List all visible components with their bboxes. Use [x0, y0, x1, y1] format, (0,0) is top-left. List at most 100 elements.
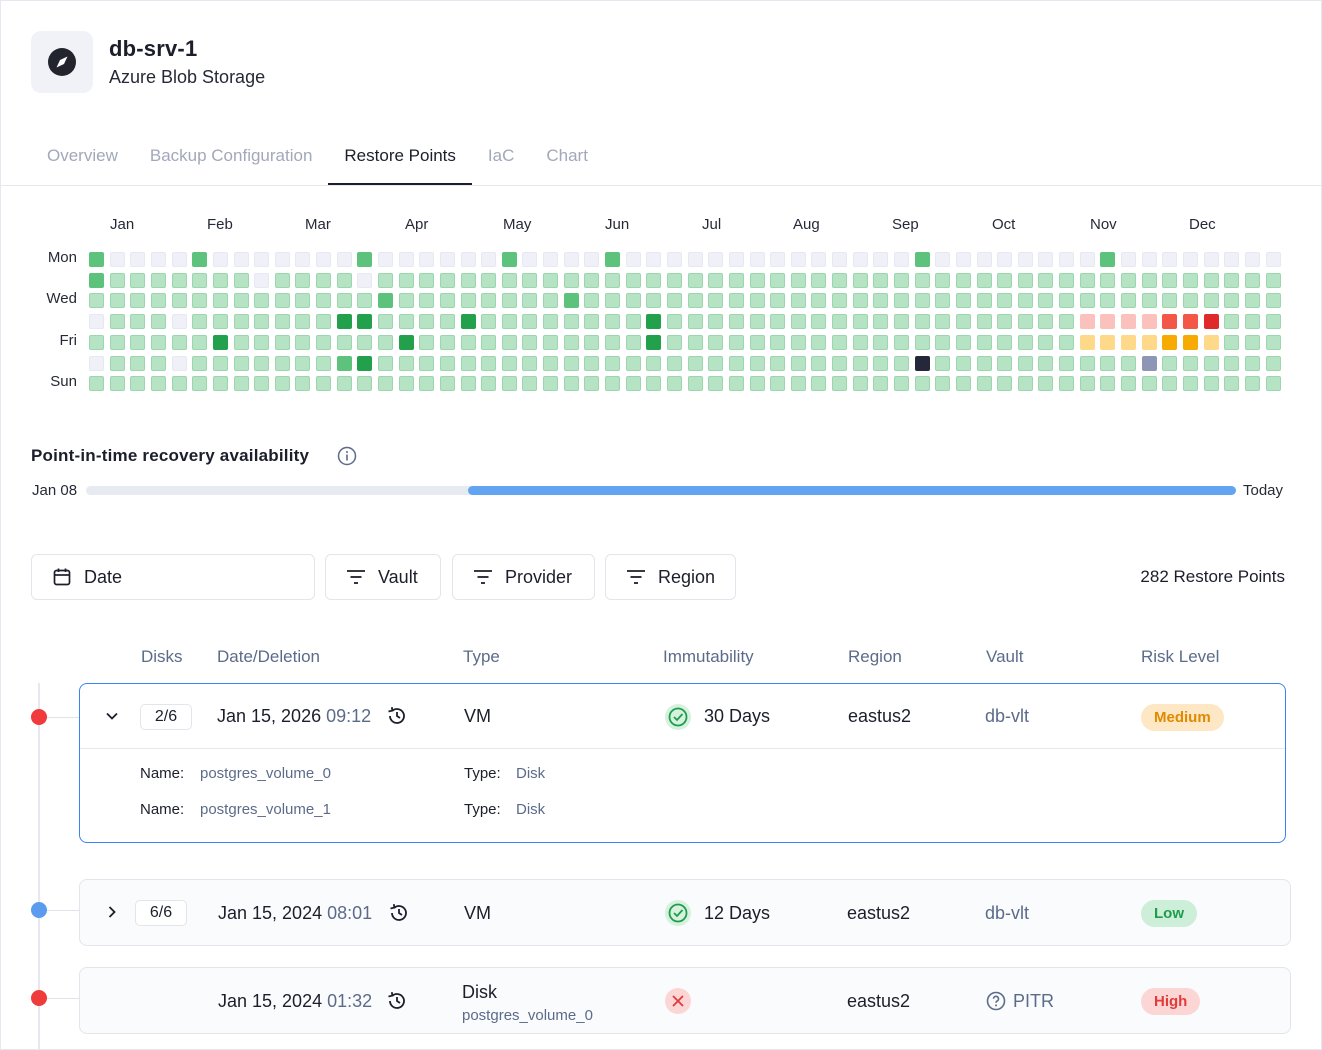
heatmap-cell[interactable]: [336, 272, 352, 288]
heatmap-cell[interactable]: [357, 293, 373, 309]
heatmap-cell[interactable]: [1059, 355, 1075, 371]
heatmap-cell[interactable]: [914, 334, 930, 350]
heatmap-cell[interactable]: [728, 293, 744, 309]
heatmap-cell[interactable]: [625, 252, 641, 267]
heatmap-cell[interactable]: [522, 314, 538, 330]
heatmap-cell[interactable]: [563, 334, 579, 350]
heatmap-cell[interactable]: [625, 376, 641, 392]
heatmap-cell[interactable]: [1059, 314, 1075, 330]
heatmap-cell[interactable]: [1203, 314, 1219, 330]
heatmap-cell[interactable]: [336, 252, 352, 267]
heatmap-cell[interactable]: [274, 376, 290, 392]
heatmap-cell[interactable]: [687, 272, 703, 288]
heatmap-cell[interactable]: [171, 314, 187, 330]
heatmap-cell[interactable]: [852, 355, 868, 371]
heatmap-cell[interactable]: [398, 314, 414, 330]
heatmap-cell[interactable]: [852, 293, 868, 309]
heatmap-cell[interactable]: [1265, 293, 1281, 309]
heatmap-cell[interactable]: [233, 293, 249, 309]
heatmap-cell[interactable]: [770, 252, 786, 267]
heatmap-cell[interactable]: [522, 334, 538, 350]
heatmap-cell[interactable]: [316, 314, 331, 330]
heatmap-cell[interactable]: [1038, 314, 1054, 330]
heatmap-cell[interactable]: [254, 293, 270, 309]
heatmap-cell[interactable]: [852, 252, 868, 267]
heatmap-cell[interactable]: [501, 355, 517, 371]
heatmap-cell[interactable]: [605, 314, 620, 330]
heatmap-cell[interactable]: [295, 314, 311, 330]
heatmap-cell[interactable]: [1203, 355, 1219, 371]
heatmap-cell[interactable]: [501, 252, 517, 267]
heatmap-cell[interactable]: [708, 293, 724, 309]
heatmap-cell[interactable]: [439, 314, 455, 330]
heatmap-cell[interactable]: [563, 272, 579, 288]
heatmap-cell[interactable]: [1121, 293, 1136, 309]
heatmap-cell[interactable]: [832, 376, 847, 392]
heatmap-cell[interactable]: [316, 272, 331, 288]
heatmap-cell[interactable]: [1079, 293, 1095, 309]
heatmap-cell[interactable]: [295, 293, 311, 309]
heatmap-cell[interactable]: [1141, 252, 1157, 267]
heatmap-cell[interactable]: [625, 293, 641, 309]
heatmap-cell[interactable]: [1224, 355, 1240, 371]
heatmap-cell[interactable]: [666, 252, 682, 267]
heatmap-cell[interactable]: [1121, 314, 1136, 330]
heatmap-cell[interactable]: [790, 355, 806, 371]
heatmap-cell[interactable]: [605, 252, 620, 267]
heatmap-cell[interactable]: [935, 314, 951, 330]
heatmap-cell[interactable]: [212, 293, 228, 309]
heatmap-cell[interactable]: [439, 355, 455, 371]
heatmap-cell[interactable]: [130, 334, 146, 350]
heatmap-cell[interactable]: [873, 293, 889, 309]
heatmap-cell[interactable]: [1059, 376, 1075, 392]
heatmap-cell[interactable]: [935, 252, 951, 267]
heatmap-cell[interactable]: [233, 355, 249, 371]
heatmap-cell[interactable]: [1100, 252, 1116, 267]
heatmap-cell[interactable]: [89, 252, 104, 267]
heatmap-cell[interactable]: [1100, 376, 1116, 392]
heatmap-cell[interactable]: [192, 376, 208, 392]
heatmap-cell[interactable]: [666, 355, 682, 371]
heatmap-cell[interactable]: [295, 272, 311, 288]
heatmap-cell[interactable]: [254, 334, 270, 350]
heatmap-cell[interactable]: [419, 334, 435, 350]
heatmap-cell[interactable]: [914, 314, 930, 330]
heatmap-cell[interactable]: [935, 272, 951, 288]
heatmap-cell[interactable]: [955, 314, 971, 330]
heatmap-cell[interactable]: [1017, 334, 1033, 350]
heatmap-cell[interactable]: [130, 376, 146, 392]
heatmap-cell[interactable]: [976, 334, 992, 350]
heatmap-cell[interactable]: [687, 355, 703, 371]
heatmap-cell[interactable]: [811, 314, 827, 330]
heatmap-cell[interactable]: [873, 355, 889, 371]
heatmap-cell[interactable]: [150, 272, 166, 288]
heatmap-cell[interactable]: [1100, 293, 1116, 309]
heatmap-cell[interactable]: [708, 355, 724, 371]
heatmap-cell[interactable]: [1038, 376, 1054, 392]
heatmap-cell[interactable]: [460, 334, 476, 350]
heatmap-cell[interactable]: [1141, 293, 1157, 309]
heatmap-cell[interactable]: [770, 293, 786, 309]
heatmap-cell[interactable]: [150, 293, 166, 309]
heatmap-cell[interactable]: [89, 376, 104, 392]
heatmap-cell[interactable]: [1182, 314, 1198, 330]
heatmap-cell[interactable]: [419, 355, 435, 371]
heatmap-cell[interactable]: [749, 376, 765, 392]
heatmap-cell[interactable]: [914, 355, 930, 371]
heatmap-cell[interactable]: [254, 252, 270, 267]
restore-point-row[interactable]: 2/6 Jan 15, 2026 09:12 VM 30 Days eastus…: [79, 683, 1286, 843]
heatmap-cell[interactable]: [1244, 355, 1260, 371]
restore-point-row[interactable]: 6/6 Jan 15, 2024 08:01 VM 12 Days eastus…: [79, 879, 1291, 946]
heatmap-cell[interactable]: [1017, 293, 1033, 309]
heatmap-cell[interactable]: [1079, 334, 1095, 350]
heatmap-cell[interactable]: [233, 334, 249, 350]
heatmap-cell[interactable]: [543, 355, 559, 371]
heatmap-cell[interactable]: [770, 314, 786, 330]
heatmap-cell[interactable]: [1079, 314, 1095, 330]
heatmap-cell[interactable]: [1100, 272, 1116, 288]
heatmap-cell[interactable]: [935, 293, 951, 309]
heatmap-cell[interactable]: [419, 314, 435, 330]
heatmap-cell[interactable]: [439, 376, 455, 392]
heatmap-cell[interactable]: [832, 272, 847, 288]
date-filter[interactable]: Date: [31, 554, 315, 600]
